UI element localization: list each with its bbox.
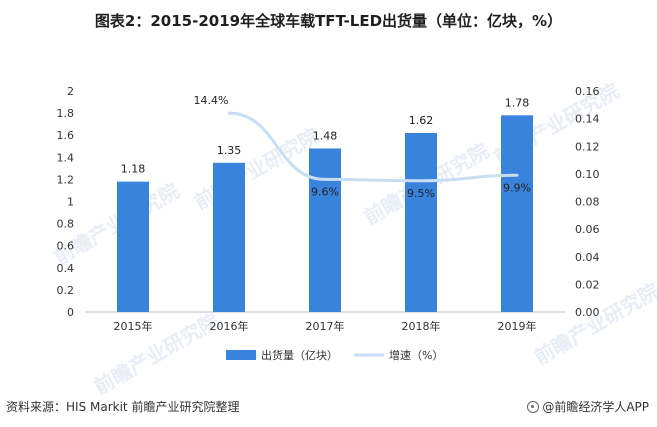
footer: 资料来源：HIS Markit 前瞻产业研究院整理 @前瞻经济学人APP xyxy=(6,398,649,415)
bar xyxy=(213,162,245,312)
legend-bar-label: 出货量（亿块） xyxy=(261,348,338,362)
y-left-tick-label: 0 xyxy=(67,306,74,319)
watermark-text: 前瞻产业研究院 xyxy=(90,309,223,395)
bar xyxy=(309,148,341,312)
y-right-tick-label: 0.16 xyxy=(575,85,600,98)
y-left-tick-label: 0.8 xyxy=(57,218,75,231)
watermark-text: 前瞻产业研究院 xyxy=(190,124,323,215)
y-left-tick-label: 0.4 xyxy=(57,262,75,275)
legend: 出货量（亿块） 增速（%） xyxy=(226,348,443,362)
growth-value-label: 14.4% xyxy=(194,94,229,107)
y-left-tick-label: 0.6 xyxy=(57,240,75,253)
brand-logo-icon xyxy=(527,400,540,413)
y-left-tick-label: 0.2 xyxy=(57,284,75,297)
y-right-tick-label: 0.06 xyxy=(575,223,600,236)
chart-title: 图表2：2015-2019年全球车载TFT-LED出货量（单位：亿块，%） xyxy=(94,12,563,30)
y-right-tick-label: 0.00 xyxy=(575,306,600,319)
growth-value-label: 9.5% xyxy=(407,187,435,200)
y-left-tick-label: 1 xyxy=(67,196,74,209)
x-tick-label: 2018年 xyxy=(402,319,441,333)
y-left-tick-label: 1.2 xyxy=(57,173,75,186)
y-right-tick-label: 0.10 xyxy=(575,168,600,181)
y-right-tick-label: 0.12 xyxy=(575,140,600,153)
bar-series xyxy=(117,115,533,312)
growth-value-label: 9.9% xyxy=(503,181,531,194)
legend-line-label: 增速（%） xyxy=(389,348,443,362)
x-tick-label: 2019年 xyxy=(498,319,537,333)
bar-value-label: 1.78 xyxy=(505,96,530,109)
growth-line xyxy=(227,111,519,183)
y-left-tick-label: 2 xyxy=(67,85,74,98)
legend-bar-swatch xyxy=(226,350,256,360)
brand-label: @前瞻经济学人APP xyxy=(542,400,649,414)
y-left-tick-label: 1.4 xyxy=(57,151,75,164)
combo-chart: 前瞻产业研究院前瞻产业研究院前瞻产业研究院前瞻产业研究院前瞻产业研究院前瞻产业研… xyxy=(50,79,657,395)
bar-value-label: 1.48 xyxy=(313,129,338,142)
bar xyxy=(501,115,533,312)
line-series xyxy=(227,111,519,183)
axes: 0 0.2 0.4 0.6 0.8 1 1.2 1.4 1.6 1.8 2 0.00 0.02 0.04 0… xyxy=(57,85,600,333)
bar xyxy=(405,132,437,312)
bar-value-label: 1.18 xyxy=(121,163,146,176)
y-left-tick-label: 1.8 xyxy=(57,107,75,120)
source-note: 资料来源：HIS Markit 前瞻产业研究院整理 xyxy=(6,400,240,414)
brand-credit: @前瞻经济学人APP xyxy=(527,398,649,415)
x-tick-label: 2016年 xyxy=(210,319,249,333)
y-right-tick-label: 0.02 xyxy=(575,278,600,291)
bar xyxy=(117,181,149,312)
y-right-tick-label: 0.08 xyxy=(575,196,600,209)
y-right-tick-label: 0.04 xyxy=(575,251,600,264)
bar-value-label: 1.35 xyxy=(217,144,242,157)
y-left-tick-label: 1.6 xyxy=(57,129,75,142)
bar-value-label: 1.62 xyxy=(409,114,434,127)
x-tick-label: 2015年 xyxy=(114,319,153,333)
y-right-tick-label: 0.14 xyxy=(575,113,600,126)
growth-value-label: 9.6% xyxy=(311,185,339,198)
watermark-text: 前瞻产业研究院 xyxy=(530,279,657,370)
data-labels: 1.18 1.35 1.48 1.62 1.78 14.4% 9.6% 9.5% 9.9% xyxy=(121,94,531,200)
x-tick-label: 2017年 xyxy=(306,319,345,333)
